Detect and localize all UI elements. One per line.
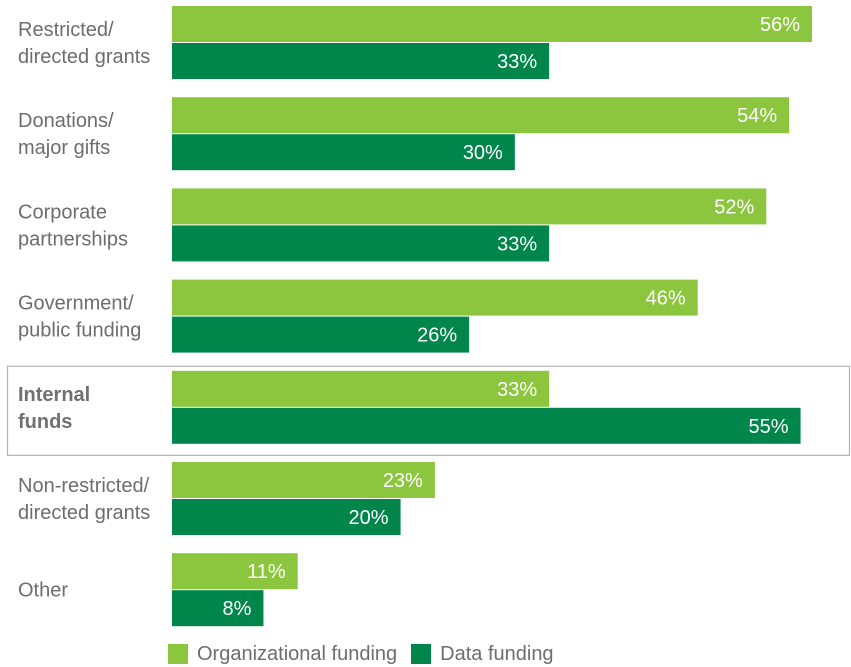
legend-swatch-data	[411, 644, 432, 664]
category-label-2-line-1: partnerships	[18, 228, 128, 250]
legend: Organizational funding Data funding	[168, 641, 568, 667]
category-label-2-line-0: Corporate	[18, 201, 107, 223]
bar-organizational-3	[172, 279, 698, 316]
bar-data-6	[172, 590, 264, 627]
bar-data-3	[172, 316, 470, 353]
category-label-5-line-0: Non-restricted/	[18, 475, 150, 497]
category-label-1-line-0: Donations/	[18, 110, 114, 132]
bar-data-1	[172, 134, 515, 171]
bar-data-2	[172, 225, 550, 262]
bar-organizational-2	[172, 188, 767, 225]
category-label-3-line-0: Government/	[18, 293, 134, 315]
bar-chart: 56% 33% Restricted/directed grants 54% 30% Do…	[6, 6, 851, 627]
legend-item-organizational: Organizational funding	[168, 643, 397, 666]
value-label-organizational-5: 23%	[383, 470, 423, 492]
value-label-data-0: 33%	[497, 51, 537, 73]
category-label-5-line-1: directed grants	[18, 502, 150, 524]
bar-organizational-6	[172, 553, 298, 590]
value-label-organizational-4: 33%	[497, 379, 537, 401]
value-label-organizational-0: 56%	[760, 14, 800, 36]
bar-organizational-4	[172, 370, 550, 407]
category-label-4-line-0: Internal	[18, 384, 90, 406]
value-label-organizational-2: 52%	[714, 196, 754, 218]
bar-organizational-1	[172, 97, 790, 134]
legend-item-data: Data funding	[411, 642, 554, 666]
category-label-0-line-0: Restricted/	[18, 19, 114, 41]
category-label-0-line-1: directed grants	[18, 46, 150, 68]
legend-swatch-organizational	[168, 644, 188, 664]
category-label-4-line-1: funds	[18, 411, 72, 433]
value-label-data-3: 26%	[417, 325, 457, 347]
bar-organizational-5	[172, 462, 435, 498]
legend-label-data: Data funding	[440, 642, 554, 665]
value-label-organizational-3: 46%	[646, 288, 686, 310]
value-label-data-2: 33%	[497, 233, 537, 255]
category-label-3-line-1: public funding	[18, 320, 141, 342]
value-label-data-6: 8%	[223, 598, 252, 620]
value-label-organizational-6: 11%	[247, 561, 286, 583]
value-label-data-5: 20%	[349, 507, 389, 529]
bar-organizational-0	[172, 6, 812, 42]
bar-data-0	[172, 43, 550, 79]
bar-data-4	[172, 407, 801, 444]
value-label-data-1: 30%	[463, 142, 503, 164]
value-label-organizational-1: 54%	[737, 105, 777, 127]
category-label-6-line-0: Other	[18, 580, 68, 602]
value-label-data-4: 55%	[749, 416, 789, 438]
bar-data-5	[172, 499, 401, 535]
legend-label-organizational: Organizational funding	[197, 642, 398, 665]
highlight-box	[6, 365, 851, 456]
category-label-1-line-1: major gifts	[18, 137, 110, 159]
